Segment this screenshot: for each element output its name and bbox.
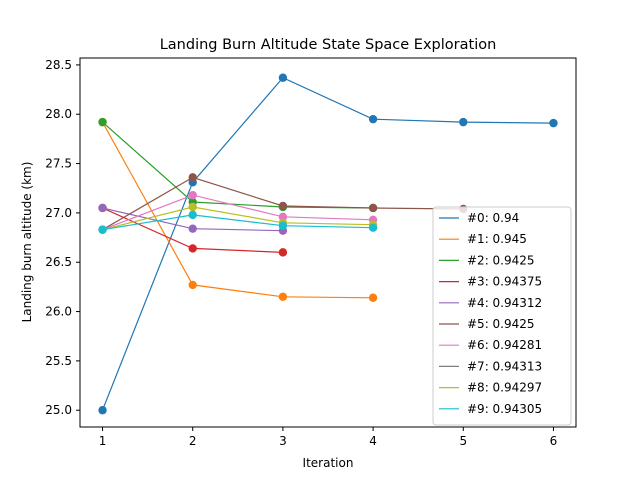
y-tick-label: 25.0 bbox=[45, 403, 72, 417]
x-axis: 1 2 3 4 5 6 bbox=[99, 427, 558, 448]
data-point-1 bbox=[278, 292, 288, 301]
plot-markers bbox=[98, 73, 558, 415]
x-tick-label: 2 bbox=[189, 434, 197, 448]
x-tick-label: 6 bbox=[550, 434, 558, 448]
legend-entry: #1: 0.945 bbox=[467, 232, 527, 246]
y-axis: 25.0 25.5 26.0 26.5 27.0 27.5 28.0 28.5 bbox=[45, 58, 80, 417]
legend-entry: #4: 0.94312 bbox=[467, 296, 542, 310]
plot-frame bbox=[79, 57, 577, 428]
y-tick-label: 25.5 bbox=[45, 354, 72, 368]
data-point-5 bbox=[368, 203, 378, 213]
y-tick-label: 26.5 bbox=[45, 255, 72, 269]
legend-entry: #6: 0.94281 bbox=[467, 338, 542, 352]
legend-entry: #7: 0.94313 bbox=[467, 359, 542, 373]
legend-entry: #5: 0.9425 bbox=[467, 317, 535, 331]
series-line-0 bbox=[101, 76, 554, 411]
series-line-6 bbox=[102, 194, 374, 231]
y-tick-label: 27.0 bbox=[45, 206, 72, 220]
x-tick-label: 5 bbox=[459, 434, 467, 448]
series-line-1 bbox=[101, 121, 374, 299]
x-tick-label: 3 bbox=[279, 434, 287, 448]
data-point-0 bbox=[368, 114, 378, 124]
y-axis-label: Landing burn altitude (km) bbox=[20, 162, 34, 323]
data-point-5 bbox=[188, 173, 197, 182]
data-point-6 bbox=[278, 212, 288, 222]
legend-entry: #8: 0.94297 bbox=[467, 381, 542, 395]
x-tick-label: 1 bbox=[99, 434, 107, 448]
legend-entry: #2: 0.9425 bbox=[467, 253, 535, 267]
y-tick-label: 28.5 bbox=[45, 58, 72, 72]
data-point-1 bbox=[188, 280, 197, 290]
legend-entry: #9: 0.94305 bbox=[467, 402, 542, 416]
x-axis-label: Iteration bbox=[303, 456, 354, 470]
data-point-8 bbox=[188, 202, 197, 212]
data-point-4 bbox=[188, 224, 197, 233]
data-point-1 bbox=[368, 293, 378, 302]
data-point-3 bbox=[278, 248, 288, 257]
legend-box bbox=[432, 206, 572, 426]
data-point-2 bbox=[98, 117, 107, 127]
data-point-9 bbox=[98, 225, 107, 234]
y-tick-label: 28.0 bbox=[45, 107, 72, 121]
legend: #0: 0.94 #1: 0.945 #2: 0.9425 #3: 0.94375 #4… bbox=[432, 206, 572, 426]
data-point-9 bbox=[368, 223, 378, 232]
data-point-3 bbox=[188, 244, 197, 253]
data-point-9 bbox=[188, 210, 197, 220]
data-point-4 bbox=[98, 203, 107, 213]
chart-title: Landing Burn Altitude State Space Explor… bbox=[160, 37, 497, 53]
y-tick-label: 26.0 bbox=[45, 305, 72, 319]
y-tick-label: 27.5 bbox=[45, 157, 72, 171]
data-point-6 bbox=[188, 190, 197, 200]
legend-entry: #3: 0.94375 bbox=[467, 275, 542, 289]
legend-entry: #0: 0.94 bbox=[467, 211, 519, 225]
x-tick-label: 4 bbox=[369, 434, 377, 448]
series-line-8 bbox=[102, 206, 374, 231]
data-point-0 bbox=[459, 117, 468, 127]
data-point-9 bbox=[278, 221, 288, 230]
series-line-9 bbox=[102, 214, 374, 231]
data-point-0 bbox=[549, 118, 558, 128]
data-point-0 bbox=[98, 406, 107, 415]
data-point-5 bbox=[278, 201, 288, 211]
data-point-0 bbox=[278, 73, 288, 82]
